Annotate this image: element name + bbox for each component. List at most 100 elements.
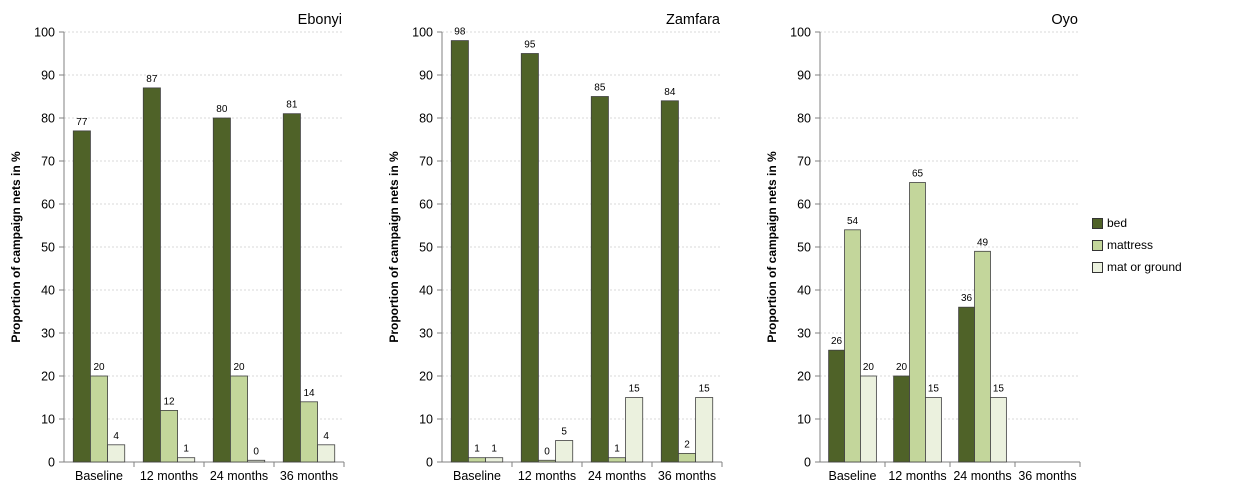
chart-2-ytick-label-0: 0: [426, 456, 433, 470]
chart-3-data-label-mat-or-ground-3: 15: [993, 384, 1005, 395]
chart-3-title: Oyo: [1051, 12, 1078, 28]
chart-2-bar-mat-or-ground-1: [485, 457, 504, 463]
chart-2-data-label-mat-or-ground-2: 5: [561, 427, 567, 438]
chart-1-bar-mattress-3: [230, 375, 248, 463]
chart-2-data-label-mattress-2: 0: [544, 446, 550, 457]
chart-1-ytick-label-40: 40: [41, 284, 55, 298]
chart-1-ytick-label-70: 70: [41, 155, 55, 169]
chart-2-data-label-bed-1: 98: [454, 27, 466, 38]
chart-1-data-label-bed-3: 80: [216, 104, 228, 115]
chart-1-bar-bed-4: [282, 113, 301, 463]
chart-3-ytick-label-80: 80: [797, 112, 811, 126]
legend-label-mattress: mattress: [1107, 238, 1154, 252]
chart-3-ytick-label-10: 10: [797, 413, 811, 427]
chart-1-title: Ebonyi: [298, 12, 342, 28]
chart-1-data-label-mat-or-ground-1: 4: [113, 431, 119, 442]
chart-1-y-axis-label: Proportion of campaign nets in %: [9, 151, 23, 343]
chart-2-ytick-label-60: 60: [419, 198, 433, 212]
chart-1-bar-bed-2: [142, 87, 161, 463]
chart-2-xtick-label-1: Baseline: [453, 469, 501, 483]
chart-3-y-axis-label: Proportion of campaign nets in %: [765, 151, 779, 343]
chart-2-data-label-bed-4: 84: [664, 87, 676, 98]
chart-3-data-label-mattress-3: 49: [977, 237, 989, 248]
chart-2-data-label-mattress-1: 1: [474, 444, 480, 455]
chart-2-bar-mat-or-ground-2: [555, 440, 574, 463]
chart-2-bar-mattress-2: [538, 459, 556, 463]
chart-2-bar-bed-2: [520, 53, 539, 463]
chart-2-bar-mat-or-ground-3: [625, 397, 644, 463]
legend: bed mattress mat or ground: [1092, 212, 1232, 278]
chart-1-bar-bed-3: [212, 117, 231, 463]
chart-3-ytick-label-50: 50: [797, 241, 811, 255]
chart-1-ytick-label-30: 30: [41, 327, 55, 341]
chart-2-y-axis-label: Proportion of campaign nets in %: [387, 151, 401, 343]
chart-3-bar-mattress-2: [909, 182, 926, 463]
legend-label-bed: bed: [1107, 216, 1128, 230]
chart-3-bar-mattress-3: [974, 250, 991, 463]
chart-1-data-label-mat-or-ground-3: 0: [253, 446, 259, 457]
chart-1-data-label-bed-4: 81: [286, 100, 298, 111]
chart-1-data-label-mat-or-ground-2: 1: [183, 444, 189, 455]
chart-2-ytick-label-30: 30: [419, 327, 433, 341]
chart-3-ytick-label-20: 20: [797, 370, 811, 384]
chart-1-ytick-label-50: 50: [41, 241, 55, 255]
chart-2-bar-bed-4: [660, 100, 679, 463]
chart-3-ytick-label-90: 90: [797, 69, 811, 83]
chart-2-bar-mattress-3: [608, 457, 626, 463]
chart-3-data-label-bed-3: 36: [961, 293, 973, 304]
chart-3-data-label-bed-2: 20: [896, 362, 908, 373]
legend-swatch-mat-or-ground: [1092, 261, 1103, 273]
chart-2-data-label-mattress-3: 1: [614, 444, 620, 455]
chart-3-ytick-label-30: 30: [797, 327, 811, 341]
chart-1-bar-mat-or-ground-3: [247, 459, 266, 463]
chart-1-xtick-label-4: 36 months: [280, 469, 338, 483]
chart-2-data-label-mat-or-ground-4: 15: [699, 384, 711, 395]
chart-1-ytick-label-10: 10: [41, 413, 55, 427]
chart-3-xtick-label-4: 36 months: [1018, 469, 1076, 483]
chart-3-ytick-label-100: 100: [790, 26, 811, 40]
chart-1-ytick-label-60: 60: [41, 198, 55, 212]
chart-2-bar-mat-or-ground-4: [695, 397, 714, 463]
chart-1-bar-mattress-4: [300, 401, 318, 463]
chart-3-bar-mat-or-ground-2: [925, 397, 942, 463]
legend-swatch-bed: [1092, 217, 1103, 229]
chart-2-ytick-label-20: 20: [419, 370, 433, 384]
chart-2-ytick-label-90: 90: [419, 69, 433, 83]
legend-item-mat-or-ground: mat or ground: [1092, 256, 1232, 278]
chart-2-bar-bed-3: [590, 96, 609, 463]
chart-1-data-label-mattress-2: 12: [163, 396, 175, 407]
chart-2-xtick-label-4: 36 months: [658, 469, 716, 483]
chart-3-data-label-mattress-2: 65: [912, 169, 924, 180]
chart-2-xtick-label-2: 12 months: [518, 469, 576, 483]
chart-3-bar-bed-1: [828, 349, 845, 463]
chart-2-bar-bed-1: [450, 40, 469, 463]
chart-3-bar-mat-or-ground-1: [860, 375, 877, 463]
chart-1-bar-mattress-1: [90, 375, 108, 463]
chart-2-data-label-mat-or-ground-1: 1: [491, 444, 497, 455]
chart-1-bar-mat-or-ground-4: [317, 444, 336, 463]
chart-3-xtick-label-2: 12 months: [888, 469, 946, 483]
chart-2-data-label-bed-2: 95: [524, 40, 536, 51]
chart-2-data-label-mattress-4: 2: [684, 439, 690, 450]
chart-2-ytick-label-100: 100: [412, 26, 433, 40]
chart-2-ytick-label-70: 70: [419, 155, 433, 169]
chart-3-ytick-label-70: 70: [797, 155, 811, 169]
chart-1-data-label-mattress-4: 14: [303, 388, 315, 399]
legend-swatch-mattress: [1092, 239, 1103, 251]
chart-2-data-label-mat-or-ground-3: 15: [629, 384, 641, 395]
chart-1-data-label-bed-1: 77: [76, 117, 88, 128]
chart-3-bar-mattress-1: [844, 229, 861, 463]
chart-3-ytick-label-40: 40: [797, 284, 811, 298]
chart-3-bar-bed-3: [958, 306, 975, 463]
chart-1-bar-bed-1: [72, 130, 91, 463]
chart-3-xtick-label-3: 24 months: [953, 469, 1011, 483]
chart-2-ytick-label-10: 10: [419, 413, 433, 427]
chart-3-bar-bed-2: [893, 375, 910, 463]
chart-3-ytick-label-0: 0: [804, 456, 811, 470]
chart-3-data-label-mat-or-ground-1: 20: [863, 362, 875, 373]
chart-3-bar-mat-or-ground-3: [990, 397, 1007, 463]
chart-2-ytick-label-80: 80: [419, 112, 433, 126]
chart-1-data-label-mattress-1: 20: [93, 362, 105, 373]
chart-1-bar-mat-or-ground-1: [107, 444, 126, 463]
